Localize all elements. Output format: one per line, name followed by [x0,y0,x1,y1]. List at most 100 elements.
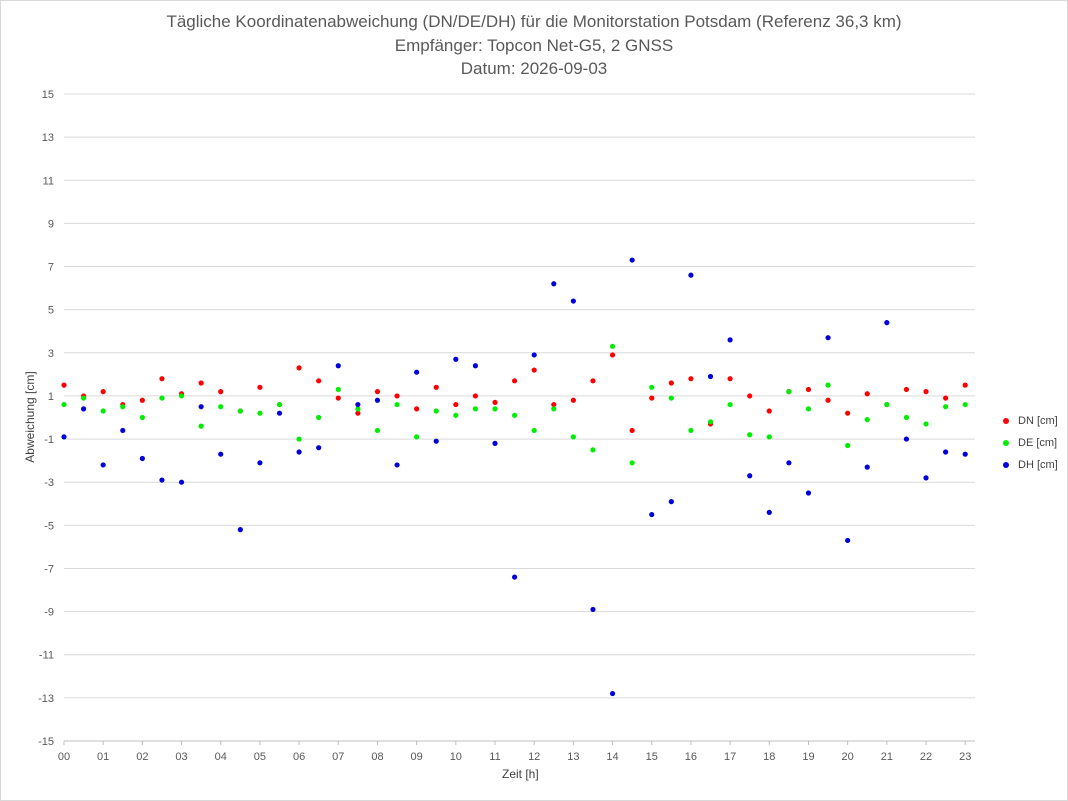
point-de [766,434,772,440]
x-tick-label: 03 [175,751,187,763]
point-dn [472,393,479,399]
point-dn [374,389,381,395]
point-de [374,427,381,434]
x-tick-label: 23 [959,751,971,763]
point-dh [766,509,772,515]
point-de [335,386,341,393]
point-de [512,412,518,418]
point-de [414,434,420,440]
point-dn [257,384,263,390]
x-tick-label: 00 [58,751,70,763]
point-dh [531,352,537,358]
point-dn [394,393,400,399]
x-tick-label: 22 [920,751,932,763]
point-dh [120,427,126,434]
point-de [394,401,400,408]
point-dh [433,438,439,444]
point-de [178,393,185,399]
point-de [61,401,67,408]
point-dn [943,395,949,401]
point-dh [864,464,870,470]
x-axis-title: Zeit [h] [502,767,539,781]
point-dh [512,574,518,580]
point-dn [609,352,616,358]
point-de [805,406,812,412]
point-de [649,384,655,390]
point-dn [453,401,459,408]
point-de [590,447,596,453]
point-dh [805,490,812,496]
point-de [472,406,479,412]
y-tick-label: 7 [48,262,54,274]
point-dn [962,382,968,388]
point-de [433,408,439,414]
x-tick-label: 05 [254,751,266,763]
x-tick-label: 09 [411,751,423,763]
point-dh [159,477,165,483]
point-de [688,427,694,434]
legend-marker-de [1003,440,1009,446]
x-tick-label: 15 [646,751,658,763]
point-dn [433,384,439,390]
point-dn [766,408,772,414]
point-dn [747,393,753,399]
point-de [453,412,459,418]
point-dh [884,320,890,326]
point-de [218,404,224,410]
chart-subtitle: Empfänger: Topcon Net-G5, 2 GNSS [394,36,674,55]
point-dn [688,376,694,382]
point-dh [296,449,302,455]
point-dh [845,537,851,544]
legend-item-dh: DH [cm] [1003,454,1058,476]
point-de [845,442,851,449]
x-tick-label: 21 [881,751,893,763]
point-dh [394,462,400,468]
point-dh [590,606,596,613]
x-tick-label: 20 [842,751,854,763]
y-tick-label: -5 [44,520,54,532]
point-dh [276,410,283,416]
y-tick-label: -3 [44,477,54,489]
legend-item-de: DE [cm] [1003,432,1058,454]
point-dh [257,460,263,466]
point-dn [551,401,557,408]
point-de [747,432,753,438]
x-tick-label: 01 [97,751,109,763]
x-tick-label: 08 [371,751,383,763]
point-dh [609,690,616,697]
x-tick-label: 19 [802,751,814,763]
x-tick-label: 18 [763,751,775,763]
point-dh [472,363,479,369]
point-dn [649,395,655,401]
chart-date: Datum: 2026-09-03 [460,59,608,78]
point-dh [668,499,674,505]
point-dh [825,335,831,341]
point-dh [355,401,361,408]
point-de [903,414,910,421]
point-dh [903,436,910,442]
x-tick-label: 06 [293,751,305,763]
point-dh [218,451,224,457]
point-dh [178,479,185,485]
point-dn [512,378,518,384]
legend-marker-dn [1003,418,1009,424]
point-dh [316,445,322,451]
point-dh [649,511,655,518]
point-dn [335,395,341,401]
point-de [139,414,145,421]
point-de [609,343,616,349]
x-tick-label: 02 [136,751,148,763]
point-dn [805,386,812,393]
point-de [276,401,283,408]
point-dh [688,272,694,278]
point-dn [923,389,929,395]
y-tick-label: 15 [42,89,54,101]
point-de [257,410,263,416]
legend-marker-dh [1003,462,1009,468]
point-dn [218,389,224,395]
point-dn [629,427,635,434]
point-de [120,404,126,410]
point-dh [453,356,459,362]
x-tick-label: 07 [332,751,344,763]
